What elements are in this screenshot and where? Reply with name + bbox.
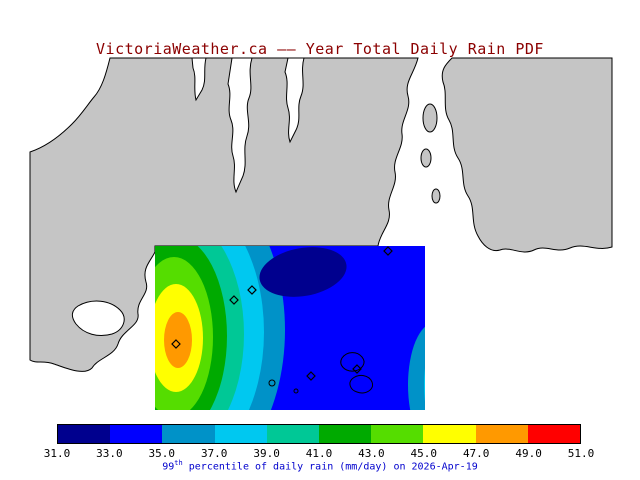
contour-band-cyan-edge <box>424 368 425 402</box>
colorbar-tick: 33.0 <box>96 447 123 460</box>
colorbar-segment <box>527 425 581 443</box>
caption-percentile-number: 99 <box>162 461 175 473</box>
plot-title: VictoriaWeather.ca —— Year Total Daily R… <box>96 40 544 58</box>
island <box>422 103 438 133</box>
colorbar-segment <box>423 425 476 443</box>
station-marker <box>352 364 362 374</box>
station-marker <box>383 246 393 256</box>
station-marker <box>306 371 316 381</box>
colorbar-tick: 41.0 <box>305 447 333 460</box>
colorbar-tick: 31.0 <box>43 447 71 460</box>
colorbar-segment <box>58 425 111 443</box>
station-marker <box>171 339 181 349</box>
island <box>431 188 441 204</box>
colorbar-tick: 49.0 <box>515 447 542 460</box>
colorbar-segment <box>162 425 215 443</box>
colorbar-segment <box>110 425 163 443</box>
rain-contour-field <box>155 246 425 410</box>
land-west-central <box>29 57 419 372</box>
colorbar-tick: 37.0 <box>200 447 228 460</box>
island-outline <box>268 379 276 387</box>
station-marker <box>229 295 239 305</box>
colorbar-segment <box>475 425 528 443</box>
island-outline <box>293 388 299 394</box>
island-outline <box>349 374 374 394</box>
contour-band-teal-edge <box>408 326 425 410</box>
caption-text: percentile of daily rain (mm/day) on 202… <box>182 461 478 473</box>
station-marker <box>247 285 257 295</box>
colorbar-tick: 51.0 <box>567 447 595 460</box>
colorbar-tick: 47.0 <box>462 447 490 460</box>
colorbar-segment <box>214 425 267 443</box>
caption-superscript: th <box>174 459 183 467</box>
colorbar-tick: 35.0 <box>148 447 176 460</box>
colorbar-segment <box>266 425 320 443</box>
rain-max-region <box>164 312 192 368</box>
colorbar-tick: 39.0 <box>253 447 280 460</box>
colorbar-segment <box>319 425 372 443</box>
caption: 99th percentile of daily rain (mm/day) o… <box>0 459 640 472</box>
island <box>420 148 432 168</box>
rain-min-region <box>259 247 347 297</box>
colorbar-tick: 43.0 <box>358 447 385 460</box>
land-east <box>441 57 613 253</box>
island-outline <box>340 352 365 372</box>
colorbar-tick: 45.0 <box>410 447 438 460</box>
colorbar <box>57 424 581 444</box>
colorbar-segment <box>371 425 424 443</box>
colorbar-ticks: 31.0 33.0 35.0 37.0 39.0 41.0 43.0 45.0 47.0 49.0… <box>44 447 595 461</box>
